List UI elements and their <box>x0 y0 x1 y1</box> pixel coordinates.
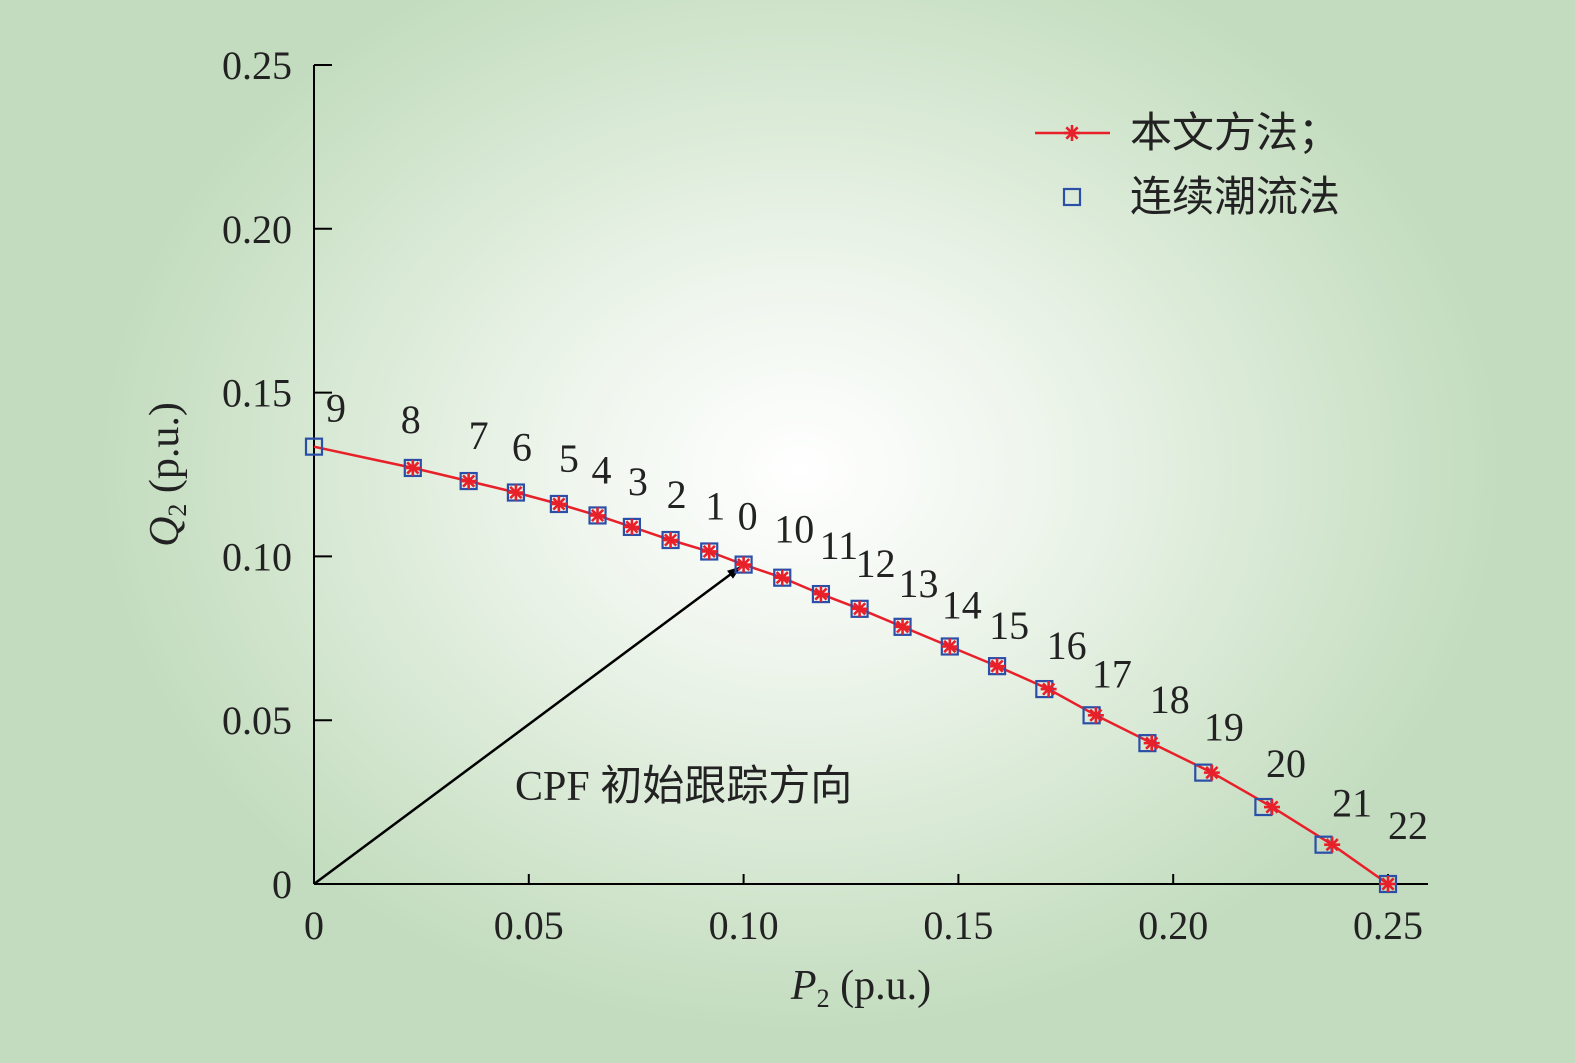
point-label: 6 <box>512 425 532 470</box>
point-label: 20 <box>1266 741 1306 786</box>
x-tick-label: 0 <box>304 903 324 948</box>
star-marker <box>460 473 477 490</box>
x-tick-label: 0.25 <box>1353 903 1423 948</box>
point-label: 1 <box>705 483 725 528</box>
point-label: 5 <box>559 436 579 481</box>
star-marker <box>623 518 640 535</box>
point-label: 21 <box>1332 781 1372 826</box>
x-tick-label: 0.20 <box>1138 903 1208 948</box>
legend-star-icon <box>1064 125 1080 141</box>
point-label: 12 <box>856 541 896 586</box>
point-label: 16 <box>1047 623 1087 668</box>
star-marker <box>662 532 679 549</box>
square-marker <box>304 437 324 456</box>
series <box>304 437 1398 894</box>
y-tick-label: 0.25 <box>222 43 292 88</box>
star-marker <box>941 638 958 655</box>
point-label: 4 <box>592 447 612 492</box>
star-marker <box>1264 799 1281 816</box>
star-marker <box>735 556 752 573</box>
x-tick-label: 0.15 <box>923 903 993 948</box>
star-marker <box>404 459 421 476</box>
point-label: 22 <box>1388 803 1428 848</box>
legend-label: 本文方法； <box>1130 110 1340 157</box>
y-tick-label: 0 <box>272 862 292 907</box>
y-tick-label: 0.05 <box>222 698 292 743</box>
annotation: CPF 初始跟踪方向 <box>313 565 852 886</box>
x-tick-label: 0.05 <box>494 903 564 948</box>
point-label: 11 <box>820 523 859 568</box>
point-label: 15 <box>989 603 1029 648</box>
annotation-arrow <box>313 565 742 886</box>
star-marker <box>1324 836 1341 853</box>
star-marker <box>1143 735 1160 752</box>
star-marker <box>701 543 718 560</box>
point-label: 14 <box>942 582 982 627</box>
point-label: 18 <box>1150 677 1190 722</box>
star-marker <box>1087 707 1104 724</box>
y-tick-label: 0.20 <box>222 207 292 252</box>
point-label: 3 <box>628 459 648 504</box>
point-label: 7 <box>469 413 489 458</box>
y-tick-label: 0.10 <box>222 534 292 579</box>
y-tick-label: 0.15 <box>222 371 292 416</box>
point-label: 10 <box>774 507 814 552</box>
star-marker <box>894 618 911 635</box>
point-label: 2 <box>667 472 687 517</box>
x-axis-title: P2 (p.u.) <box>790 963 931 1013</box>
star-marker <box>550 495 567 512</box>
annotation-text: CPF 初始跟踪方向 <box>515 764 852 810</box>
series-line <box>313 445 1389 886</box>
x-tick-label: 0.10 <box>709 903 779 948</box>
star-marker <box>507 484 524 501</box>
point-label: 9 <box>326 386 346 431</box>
star-marker <box>989 658 1006 675</box>
star-marker <box>1203 764 1220 781</box>
point-label: 17 <box>1092 651 1132 696</box>
legend-label: 连续潮流法 <box>1130 175 1340 221</box>
star-marker <box>774 569 791 586</box>
point-label: 13 <box>899 561 939 606</box>
point-label: 19 <box>1204 705 1244 750</box>
legend: 本文方法； 连续潮流法 <box>1035 110 1340 221</box>
star-marker <box>589 507 606 524</box>
star-marker <box>1380 876 1396 892</box>
point-label: 8 <box>401 397 421 442</box>
star-marker <box>812 586 829 603</box>
axes: 0 0.05 0.10 0.15 0.20 0.25 0 0.05 0.10 0.15 0.20 0.… <box>142 43 1428 1013</box>
star-marker <box>851 600 868 617</box>
legend-square-icon <box>1062 187 1082 207</box>
point-label: 0 <box>738 494 758 539</box>
y-axis-title: Q2 (p.u.) <box>142 402 192 547</box>
star-marker <box>1040 681 1057 698</box>
